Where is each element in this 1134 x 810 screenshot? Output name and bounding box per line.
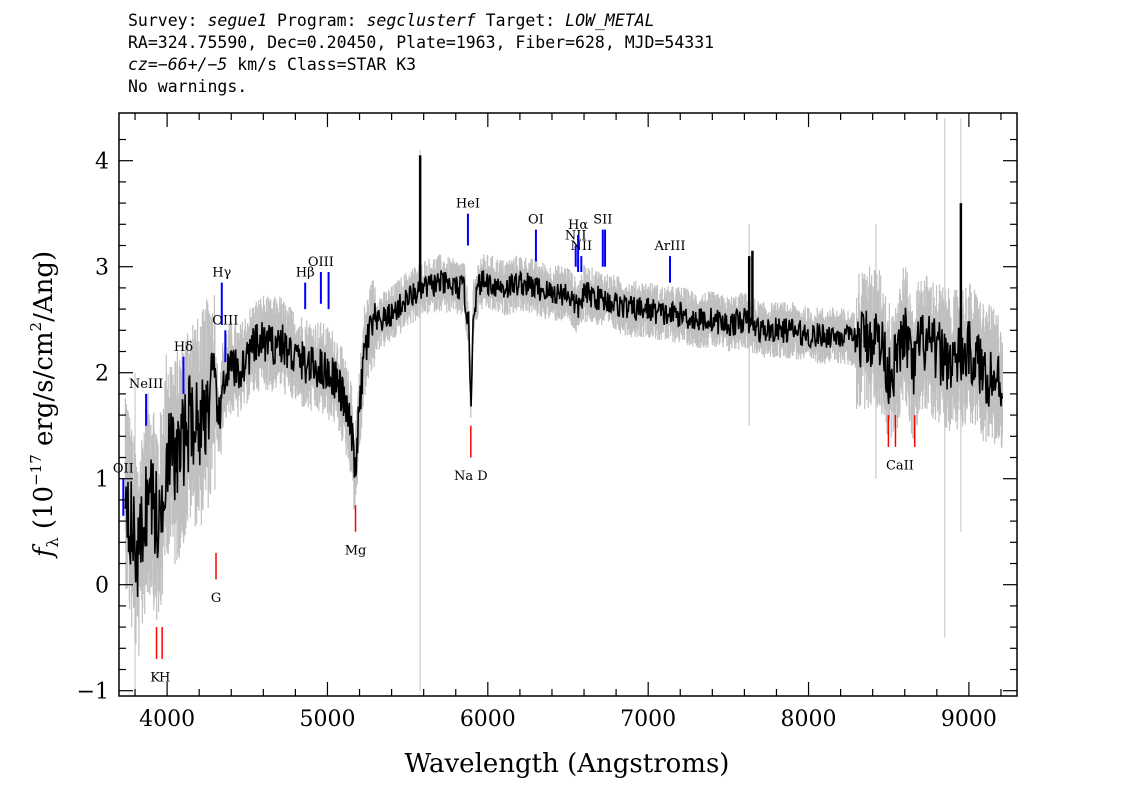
error-band-path (124, 254, 1003, 656)
cz-label: cz= (128, 55, 158, 74)
emission-line-label: OII (113, 462, 134, 477)
y-tick-label: 1 (95, 468, 109, 493)
absorption-line-label: Na D (454, 469, 488, 484)
cz-rest: km/s Class=STAR K3 (227, 55, 417, 74)
flux-series (124, 155, 1003, 598)
emission-line-label: OI (528, 213, 544, 228)
axis-ticks: 4000 5000 6000 7000 8000 9000 −1 0 1 2 3 4 (77, 113, 1017, 732)
program-value: segclusterf (366, 11, 476, 30)
x-axis-label: Wavelength (Angstroms) (405, 749, 730, 779)
emission-line-label: NII (565, 229, 587, 244)
x-tick-label: 6000 (460, 707, 516, 732)
y-tick-label: 0 (95, 574, 109, 599)
survey-label: Survey: (128, 11, 198, 30)
emission-line-label: Hβ (296, 266, 315, 281)
y-label-mid: (10 (29, 486, 59, 538)
y-label-sup1: −17 (27, 454, 45, 486)
emission-line-label: OIII (212, 313, 238, 328)
x-tick-label: 7000 (620, 707, 676, 732)
y-label-sup2: 2 (27, 322, 45, 332)
absorption-line-label: CaII (886, 459, 914, 474)
survey-value: segue1 (207, 11, 268, 30)
emission-line-label: NII (570, 239, 592, 254)
y-label-sub: λ (43, 537, 62, 547)
y-axis-label: fλ (10−17 erg/s/cm2/Ang) (27, 251, 62, 559)
emission-line-label: NeIII (129, 377, 163, 392)
emission-line-label: Hγ (212, 266, 231, 281)
spectrum-header: Survey: segue1 Program: segclusterf Targ… (128, 10, 714, 98)
absorption-line-label: H (159, 671, 170, 686)
header-line-4: No warnings. (128, 77, 248, 96)
x-tick-label: 4000 (139, 707, 195, 732)
y-tick-label: 3 (95, 256, 109, 281)
y-tick-label: 2 (95, 362, 109, 387)
program-label: Program: (277, 11, 357, 30)
emission-line-label: HeI (456, 197, 480, 212)
x-tick-label: 8000 (781, 707, 837, 732)
absorption-line-label: G (211, 591, 221, 606)
target-label: Target: (485, 11, 556, 30)
cz-value: −66+/−5 (157, 55, 228, 74)
y-label-mid2: erg/s/cm (29, 331, 59, 454)
header-line-1: Survey: segue1 Program: segclusterf Targ… (128, 10, 714, 32)
error-band (124, 118, 1003, 696)
emission-line-label: OIII (308, 255, 334, 270)
spectral-line-markers: OIINeIIIHδHγOIIIHβOIIIHeIOINIIHαNIISIIAr… (113, 197, 916, 686)
emission-line-label: Hδ (174, 340, 193, 355)
target-value: LOW_METAL (565, 11, 655, 30)
emission-line-label: ArIII (653, 239, 685, 254)
y-tick-label: 4 (95, 150, 109, 175)
y-label-post: /Ang) (29, 251, 59, 322)
flux-polyline (124, 269, 1003, 598)
emission-line-label: Hα (568, 218, 588, 233)
emission-line-label: SII (593, 213, 612, 228)
y-tick-label: −1 (77, 680, 109, 705)
header-line-2: RA=324.75590, Dec=0.20450, Plate=1963, F… (128, 33, 715, 52)
absorption-line-label: Mg (345, 543, 367, 558)
x-tick-label: 9000 (941, 707, 997, 732)
absorption-line-label: K (150, 671, 160, 686)
plot-frame (118, 112, 1018, 697)
x-tick-label: 5000 (299, 707, 355, 732)
header-line-3: cz=−66+/−5 km/s Class=STAR K3 (128, 54, 714, 76)
